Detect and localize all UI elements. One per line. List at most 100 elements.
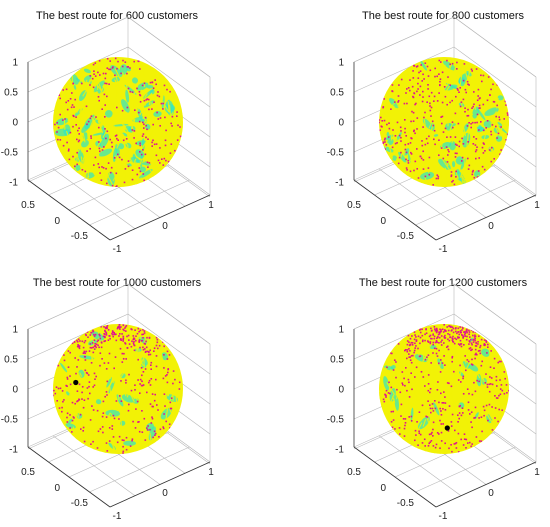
customer-point: [493, 357, 496, 360]
customer-point: [68, 148, 70, 151]
customer-point: [458, 336, 460, 339]
route-gap: [115, 144, 120, 157]
customer-point: [163, 345, 165, 348]
customer-point: [99, 428, 102, 430]
customer-point: [139, 378, 142, 381]
customer-point: [424, 175, 427, 178]
customer-point: [474, 150, 477, 153]
customer-point: [458, 412, 461, 414]
customer-point: [141, 339, 144, 342]
customer-point: [506, 133, 509, 136]
customer-point: [176, 139, 179, 141]
customer-point: [105, 416, 108, 418]
customer-point: [93, 372, 96, 375]
customer-point: [491, 383, 494, 386]
customer-point: [98, 333, 100, 336]
customer-point: [490, 130, 492, 133]
customer-point: [448, 447, 450, 450]
customer-point: [63, 354, 65, 356]
customer-point: [483, 343, 486, 345]
grid-line: [353, 313, 455, 360]
customer-point: [498, 360, 501, 363]
customer-point: [419, 433, 422, 436]
customer-point: [95, 116, 97, 118]
customer-point: [455, 176, 457, 178]
y-tick-label: 0.5: [21, 200, 35, 211]
customer-point: [130, 345, 133, 348]
customer-point: [69, 414, 71, 416]
customer-point: [146, 98, 149, 100]
customer-point: [458, 91, 460, 93]
customer-point: [484, 150, 486, 152]
customer-point: [84, 333, 87, 336]
customer-point: [166, 358, 169, 360]
customer-point: [460, 101, 463, 103]
customer-point: [392, 129, 394, 131]
customer-point: [153, 143, 156, 146]
customer-point: [471, 348, 473, 351]
customer-point: [108, 335, 110, 337]
customer-point: [457, 337, 459, 339]
customer-point: [496, 385, 498, 387]
customer-point: [494, 407, 497, 409]
customer-point: [485, 404, 488, 407]
customer-point: [81, 169, 84, 171]
customer-point: [151, 81, 154, 83]
customer-point: [427, 383, 430, 385]
customer-point: [128, 339, 130, 341]
customer-point: [407, 159, 409, 162]
customer-point: [465, 338, 468, 341]
grid-line: [89, 446, 190, 493]
customer-point: [435, 177, 438, 180]
customer-point: [472, 334, 474, 337]
customer-point: [390, 386, 393, 389]
customer-point: [112, 335, 114, 338]
customer-point: [420, 64, 422, 66]
customer-point: [424, 445, 426, 447]
customer-point: [394, 142, 397, 145]
customer-point: [451, 356, 453, 359]
customer-point: [165, 159, 167, 162]
customer-point: [82, 406, 85, 409]
customer-point: [136, 87, 138, 90]
customer-point: [117, 139, 119, 141]
customer-point: [406, 357, 408, 360]
customer-point: [92, 409, 95, 411]
customer-point: [485, 340, 487, 342]
customer-point: [446, 346, 448, 348]
customer-point: [461, 326, 464, 328]
x-tick-label: 0: [488, 221, 494, 232]
customer-point: [501, 389, 504, 392]
customer-point: [483, 143, 485, 145]
customer-point: [474, 390, 477, 393]
customer-point: [142, 173, 145, 175]
customer-point: [162, 377, 165, 380]
customer-point: [387, 392, 390, 394]
customer-point: [163, 367, 165, 369]
route-gap: [394, 395, 400, 411]
customer-point: [119, 347, 122, 350]
route-gap: [497, 122, 503, 127]
customer-point: [435, 352, 438, 355]
customer-point: [95, 343, 98, 346]
customer-point: [59, 113, 61, 116]
customer-point: [478, 380, 480, 383]
customer-point: [416, 90, 418, 93]
customer-point: [76, 366, 78, 368]
customer-point: [495, 115, 497, 118]
customer-point: [137, 60, 140, 63]
customer-point: [470, 421, 472, 423]
customer-point: [493, 101, 496, 103]
customer-point: [134, 427, 137, 429]
customer-point: [97, 339, 100, 341]
customer-point: [506, 392, 508, 394]
customer-point: [447, 430, 450, 432]
route-gap: [121, 99, 130, 113]
customer-point: [427, 354, 430, 356]
customer-point: [424, 333, 426, 336]
customer-point: [109, 337, 111, 340]
customer-point: [111, 428, 114, 430]
customer-point: [59, 139, 62, 141]
customer-point: [474, 121, 476, 124]
route-gap: [406, 151, 411, 163]
